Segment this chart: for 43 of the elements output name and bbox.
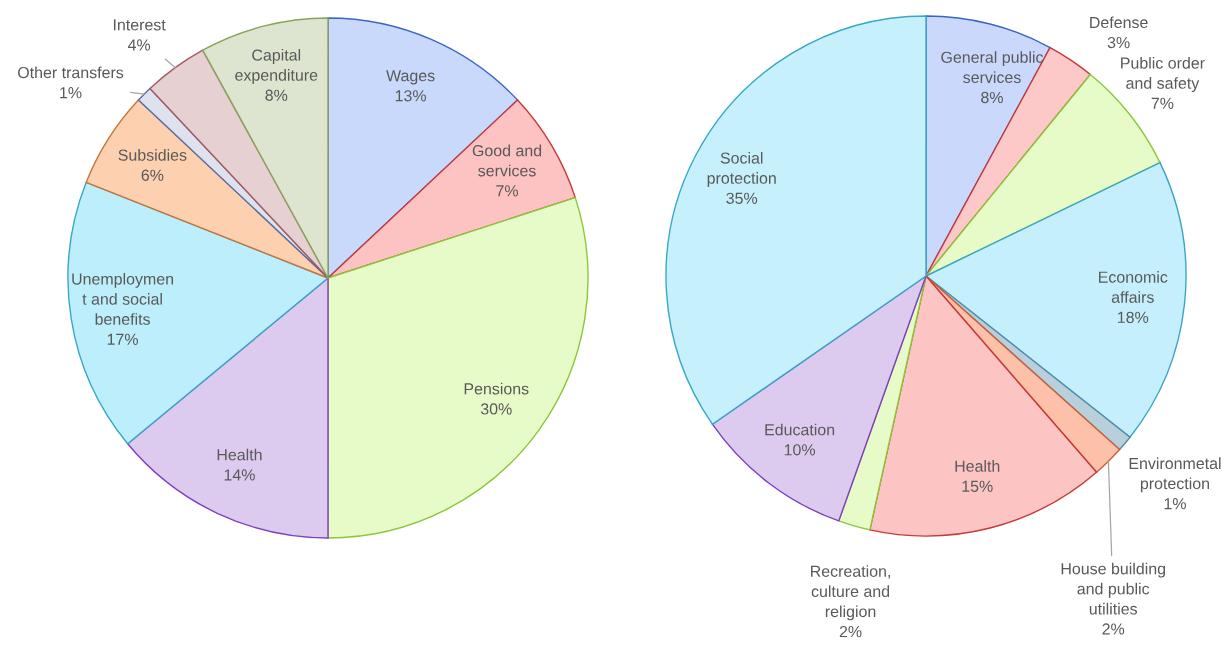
data-label: 10% (784, 444, 816, 456)
data-label: 2% (839, 625, 862, 638)
slice-label: Good and services (472, 144, 542, 177)
slice-label: Recreation, culture and religion (811, 565, 890, 621)
data-label: 7% (1151, 97, 1174, 109)
data-label: 18% (1118, 311, 1149, 323)
data-label: 30% (480, 403, 512, 415)
slice-label: General public services (941, 51, 1044, 84)
slice-label: Education (765, 423, 835, 436)
slice-label: House building and public utilities (1061, 562, 1166, 615)
slice-label: Capital expenditure (235, 48, 318, 84)
data-label: 3% (1107, 36, 1130, 49)
data-label: 1% (1164, 498, 1186, 510)
data-label: 7% (496, 185, 519, 197)
pie-slice (202, 17, 329, 279)
slice-label: Economic affairs (1099, 271, 1168, 303)
slice-label: Health (217, 448, 262, 461)
data-label: 17% (107, 333, 138, 345)
data-label: 13% (395, 90, 427, 102)
data-label: 6% (141, 169, 164, 181)
data-label: 2% (1102, 623, 1125, 635)
slice-label: Unemploymen t and social benefits (72, 272, 174, 325)
data-label: 8% (265, 89, 288, 101)
pie-slice (711, 275, 927, 522)
slice-label: Subsidies (118, 149, 187, 161)
data-label: 1% (60, 87, 82, 99)
data-label: 8% (981, 91, 1003, 104)
pie-slice (327, 196, 589, 539)
slice-label: Pensions (464, 382, 529, 395)
slice-label: Other transfers (18, 66, 124, 79)
slice-label: Defense (1090, 16, 1148, 29)
pie-slice (67, 181, 329, 445)
pie-slice (869, 275, 1098, 537)
slice-label: Public order and safety (1121, 57, 1205, 93)
data-label: 14% (224, 469, 255, 481)
slice-label: Interest (113, 19, 166, 31)
data-label: 15% (962, 480, 993, 492)
slice-label: Social protection (707, 152, 776, 187)
data-label: 4% (127, 39, 151, 51)
data-label: 35% (726, 192, 758, 204)
slice-label: Environmetal protection (1129, 457, 1221, 493)
slice-label: Health (955, 460, 1000, 472)
slice-label: Wages (386, 70, 435, 85)
